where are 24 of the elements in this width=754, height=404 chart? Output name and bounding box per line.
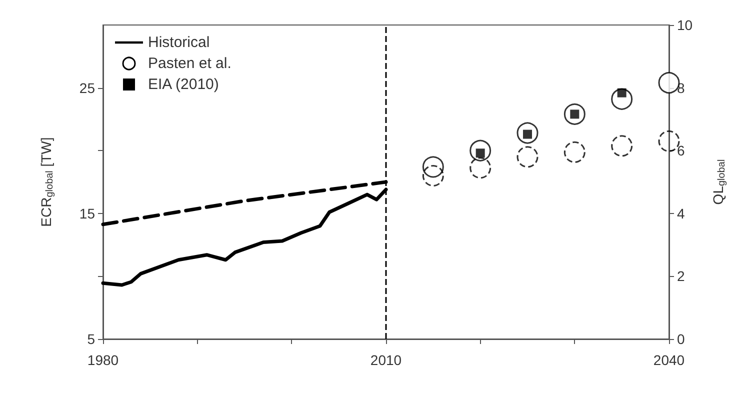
point xyxy=(422,164,444,186)
legend-label: EIA (2010) xyxy=(148,76,219,93)
x-tick-label: 1980 xyxy=(87,352,119,368)
x-tick-label: 2040 xyxy=(653,352,685,368)
x-tick-label: 2010 xyxy=(370,352,402,368)
y-axis-title: ECRglobal [TW] xyxy=(38,137,56,227)
y2-tick-label: 0 xyxy=(677,331,685,347)
point xyxy=(470,157,492,179)
y-tick-label: 25 xyxy=(79,80,96,96)
point xyxy=(617,88,626,98)
y2-axis-title: QLglobal xyxy=(710,159,728,205)
point xyxy=(611,135,633,157)
y2-tick-label: 8 xyxy=(677,80,685,96)
y2-tick-label: 10 xyxy=(677,17,693,33)
y2-tick-label: 6 xyxy=(677,142,685,159)
y-tick-label: 5 xyxy=(87,331,96,347)
point xyxy=(422,156,444,178)
point xyxy=(516,146,538,168)
y2-tick-label: 4 xyxy=(677,205,685,222)
legend-label: Pasten et al. xyxy=(148,55,232,72)
y-tick-label: 15 xyxy=(79,205,96,222)
y2-tick-label: 2 xyxy=(677,268,685,284)
legend-label: Historical xyxy=(148,34,210,51)
point xyxy=(564,141,586,163)
